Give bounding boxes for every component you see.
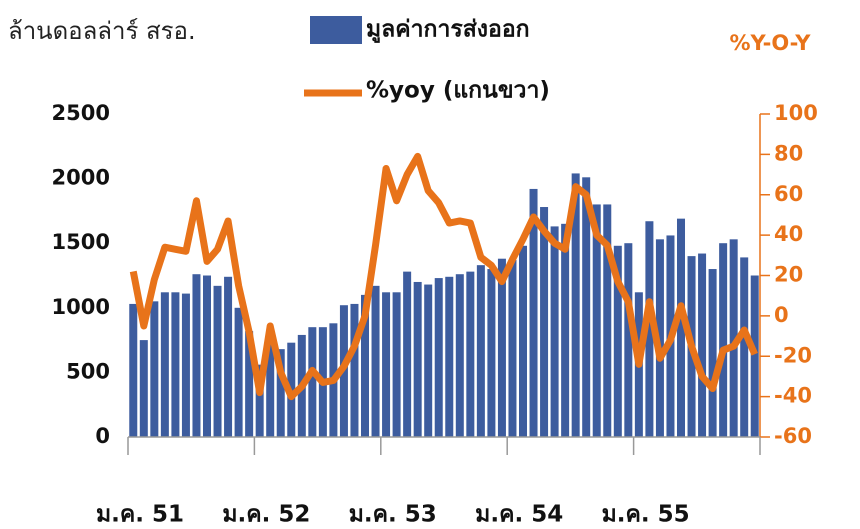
bar bbox=[150, 301, 159, 437]
bar bbox=[129, 303, 138, 437]
bar bbox=[434, 278, 443, 437]
bar bbox=[719, 243, 728, 437]
bar bbox=[245, 331, 254, 437]
x-tick-label: ม.ค. 53 bbox=[349, 502, 437, 528]
bar bbox=[213, 285, 222, 437]
bar bbox=[708, 269, 717, 437]
x-tick-label: ม.ค. 55 bbox=[602, 502, 690, 528]
bar bbox=[255, 364, 264, 437]
x-tick-label: ม.ค. 52 bbox=[222, 502, 310, 528]
bar bbox=[403, 271, 412, 437]
bar bbox=[234, 307, 243, 437]
bar bbox=[487, 269, 496, 437]
y-tick-label: 1500 bbox=[52, 230, 110, 254]
bar bbox=[508, 259, 517, 437]
bar bbox=[676, 218, 686, 437]
bar bbox=[350, 303, 359, 437]
bar bbox=[645, 221, 654, 437]
bar bbox=[476, 265, 485, 437]
bar bbox=[192, 274, 201, 437]
legend-label: %yoy (แกนขวา) bbox=[366, 78, 550, 104]
x-tick-label: ม.ค. 54 bbox=[475, 502, 563, 528]
bar bbox=[392, 292, 401, 437]
line bbox=[129, 152, 758, 401]
bar bbox=[181, 293, 190, 437]
bar bbox=[266, 338, 275, 437]
legend-label: มูลค่าการส่งออก bbox=[366, 17, 530, 44]
bar bbox=[455, 274, 464, 437]
bar bbox=[424, 284, 433, 437]
bar bbox=[550, 226, 559, 437]
bar bbox=[160, 292, 169, 437]
bar bbox=[750, 275, 759, 437]
legend-swatch bbox=[310, 16, 362, 44]
bar bbox=[202, 275, 212, 437]
bar bbox=[655, 239, 664, 437]
bar bbox=[571, 173, 580, 437]
bar bbox=[529, 188, 538, 437]
y2-tick-label: 40 bbox=[774, 222, 803, 246]
y2-tick-label: 60 bbox=[774, 182, 803, 206]
bar bbox=[382, 292, 391, 437]
y-tick-label: 500 bbox=[66, 359, 110, 383]
bar bbox=[371, 285, 380, 437]
bar bbox=[729, 239, 738, 437]
bar bbox=[276, 349, 285, 437]
bar bbox=[561, 223, 570, 437]
bar bbox=[466, 271, 475, 437]
bar bbox=[613, 245, 622, 437]
bar bbox=[497, 258, 506, 437]
bar bbox=[171, 292, 180, 437]
y2-tick-label: -40 bbox=[774, 384, 812, 408]
y2-tick-label: 100 bbox=[774, 101, 818, 125]
bar bbox=[540, 207, 549, 437]
bar bbox=[582, 177, 591, 438]
bar bbox=[592, 204, 601, 437]
y-tick-label: 2000 bbox=[52, 166, 110, 190]
bar bbox=[445, 276, 454, 437]
bar bbox=[603, 204, 612, 437]
bar bbox=[224, 276, 233, 437]
y2-tick-label: -20 bbox=[774, 343, 812, 367]
bar bbox=[308, 327, 317, 437]
bar bbox=[139, 340, 148, 437]
bar bbox=[624, 243, 633, 437]
bar bbox=[740, 257, 749, 437]
y-axis-label: ล้านดอลล่าร์ สรอ. bbox=[8, 17, 196, 45]
x-tick-label: ม.ค. 51 bbox=[96, 502, 184, 528]
y2-tick-label: 20 bbox=[774, 263, 803, 287]
y2-tick-label: 0 bbox=[774, 303, 789, 327]
bar bbox=[698, 253, 707, 437]
y-tick-label: 1000 bbox=[52, 295, 110, 319]
bar bbox=[360, 294, 370, 437]
bar bbox=[518, 245, 528, 437]
y2-tick-label: 80 bbox=[774, 141, 803, 165]
y-tick-label: 2500 bbox=[52, 101, 110, 125]
y2-axis-label: %Y-O-Y bbox=[730, 31, 812, 55]
y-tick-label: 0 bbox=[95, 424, 110, 448]
y2-tick-label: -60 bbox=[774, 424, 812, 448]
bar bbox=[413, 281, 422, 437]
